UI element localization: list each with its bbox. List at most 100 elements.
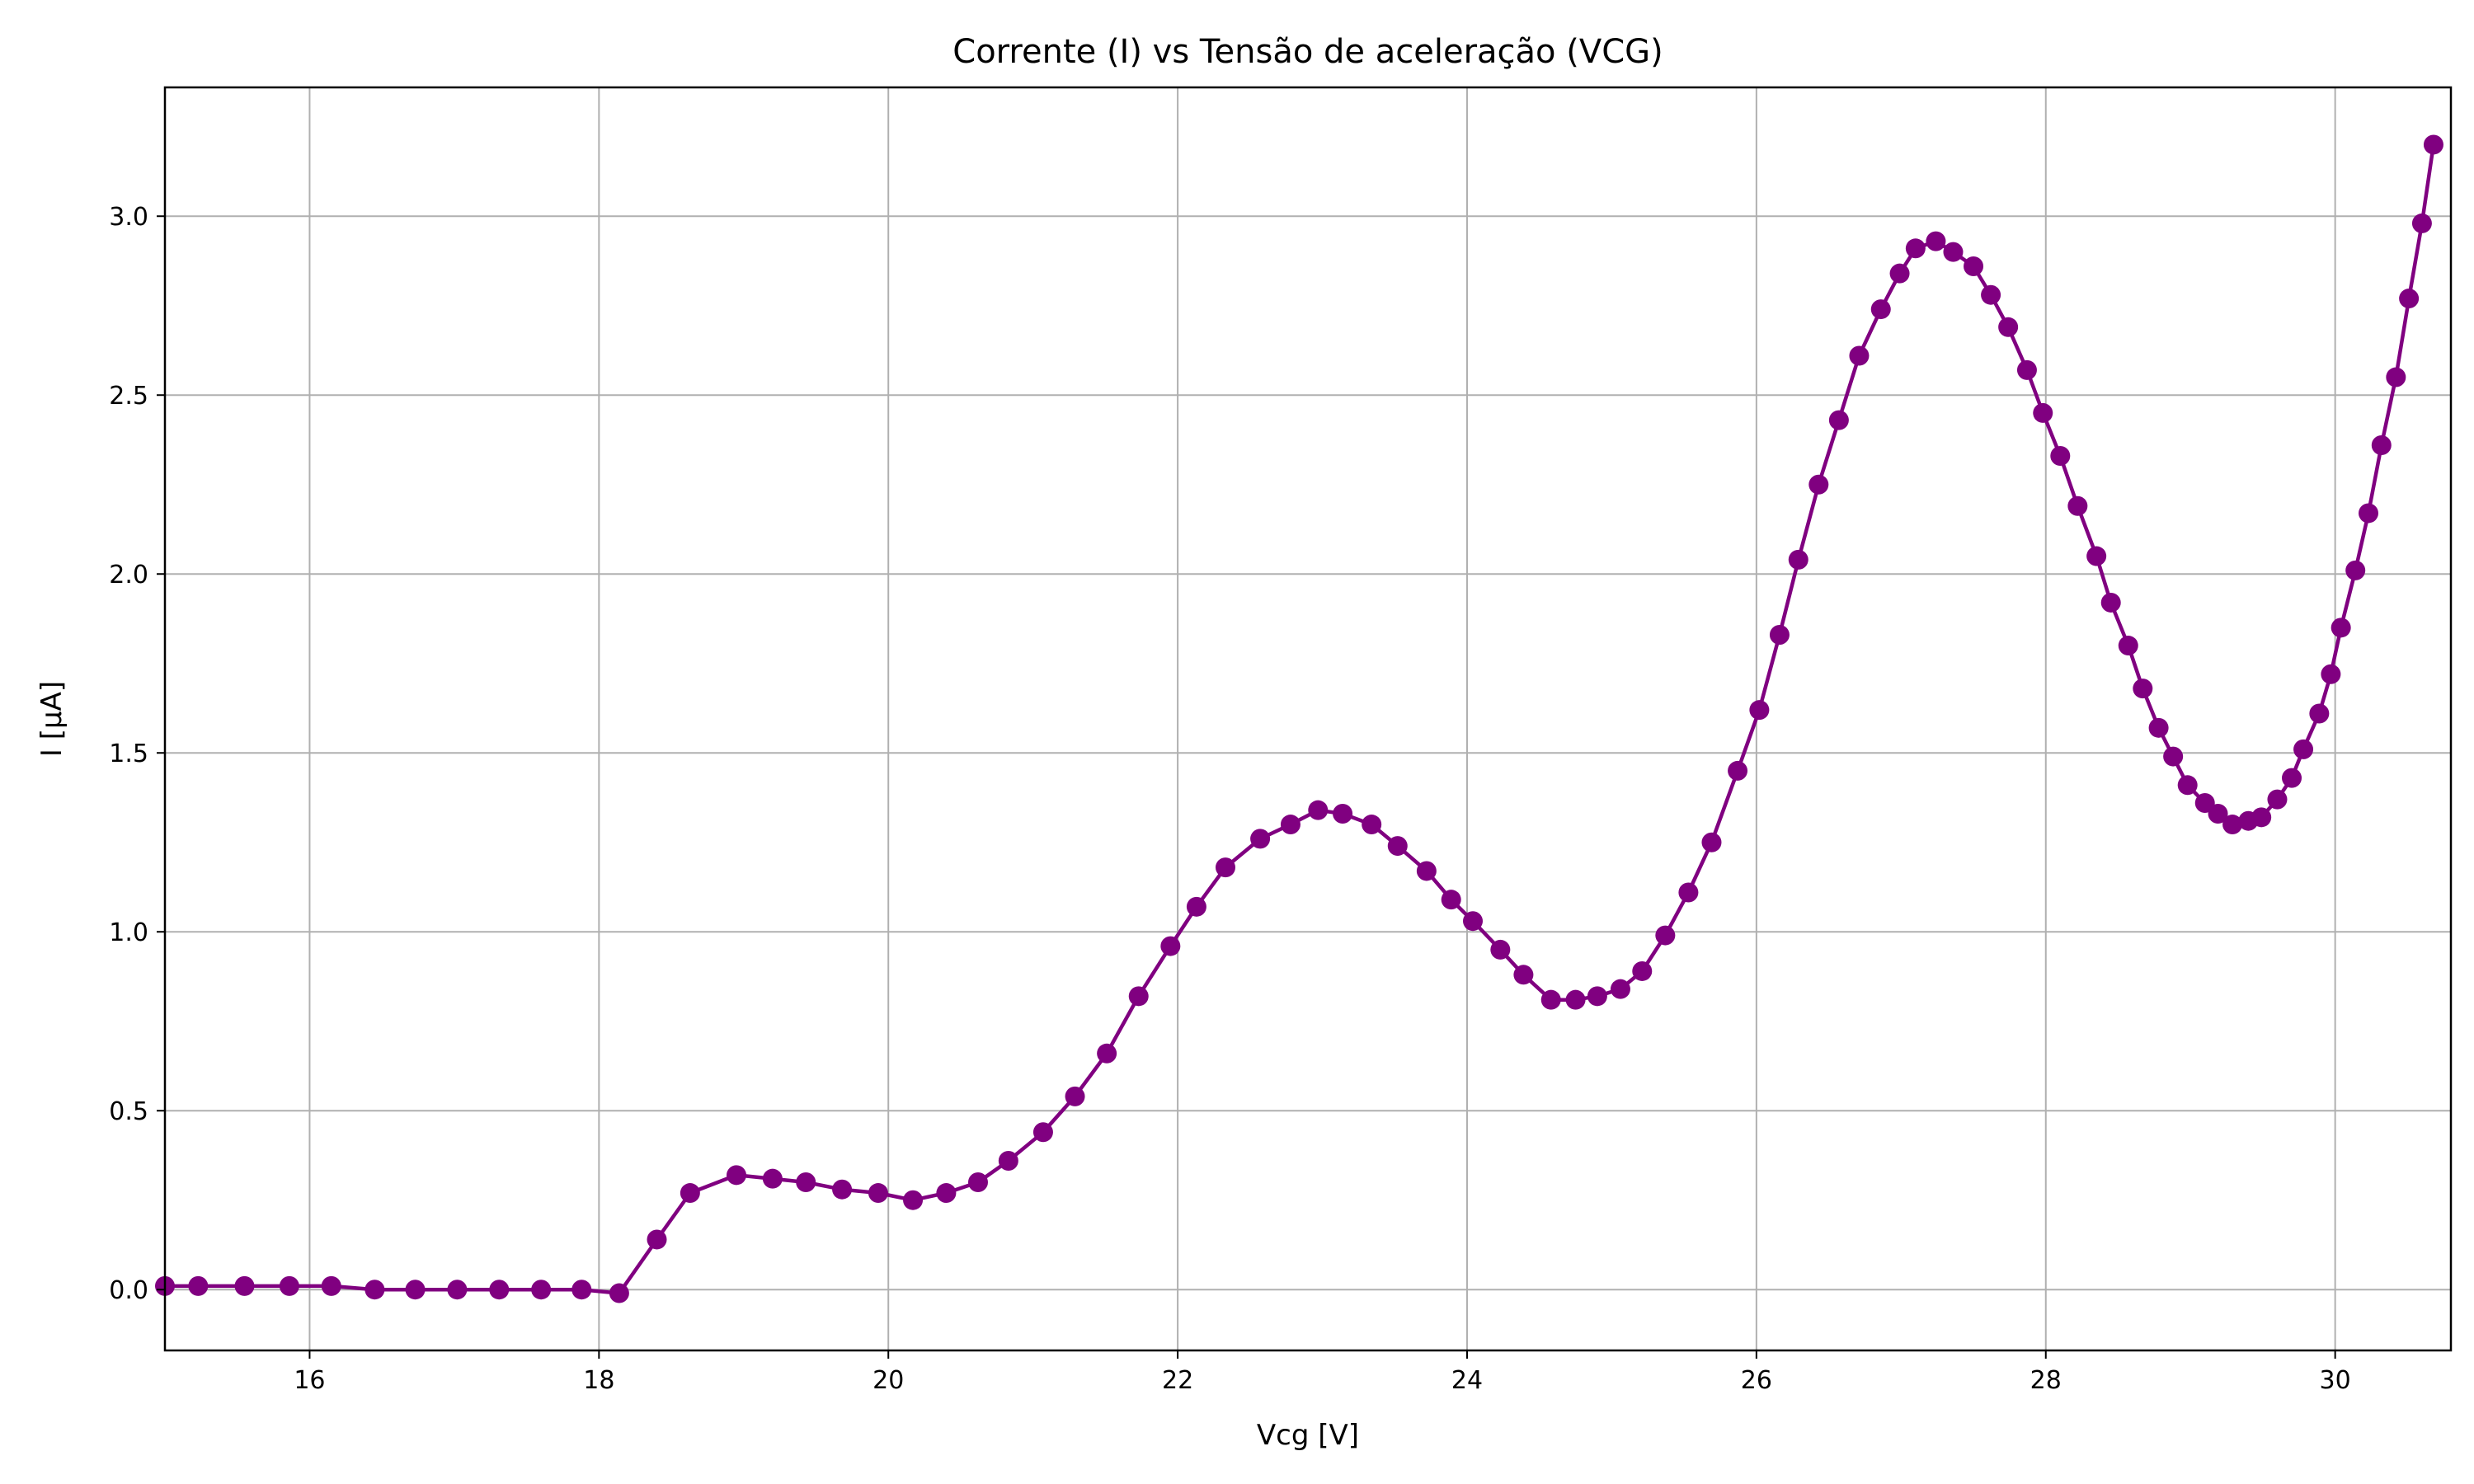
data-point xyxy=(1065,1086,1085,1106)
data-point xyxy=(2208,804,2228,824)
data-point xyxy=(2399,289,2420,309)
data-point xyxy=(2016,359,2037,380)
data-point xyxy=(1308,800,1329,820)
data-point xyxy=(2222,815,2243,835)
data-point xyxy=(1678,882,1699,903)
data-point xyxy=(1849,345,1870,366)
series-layer xyxy=(155,134,2443,1303)
data-point xyxy=(1387,836,1408,857)
x-tick-label: 26 xyxy=(1741,1366,1772,1395)
data-point xyxy=(405,1280,426,1300)
data-point xyxy=(365,1280,385,1300)
data-point xyxy=(868,1183,888,1204)
y-tick-label: 1.0 xyxy=(109,918,148,947)
data-point xyxy=(2177,775,2198,796)
data-point xyxy=(1463,911,1484,932)
data-point xyxy=(2309,703,2330,724)
x-axis: 16 18 20 22 24 26 28 30 xyxy=(294,1350,2351,1395)
x-tick-label: 24 xyxy=(1451,1366,1483,1395)
data-point xyxy=(1215,857,1235,878)
chart-title: Corrente (I) vs Tensão de aceleração (VC… xyxy=(952,33,1663,71)
x-axis-label: Vcg [V] xyxy=(1257,1419,1359,1452)
data-point xyxy=(1513,965,1534,985)
data-point xyxy=(1701,832,1722,852)
data-point xyxy=(2133,679,2153,699)
data-point xyxy=(609,1283,629,1303)
data-point xyxy=(1490,939,1511,960)
y-tick-label: 0.5 xyxy=(109,1097,148,1126)
data-point xyxy=(2423,134,2443,155)
data-point xyxy=(489,1280,510,1300)
data-point xyxy=(727,1165,746,1186)
data-point xyxy=(2321,664,2341,684)
data-point xyxy=(1362,815,1382,835)
data-point xyxy=(2033,402,2053,423)
data-point xyxy=(2100,592,2121,613)
data-point xyxy=(1540,989,1561,1010)
data-point xyxy=(647,1229,667,1250)
data-point xyxy=(234,1275,255,1296)
data-point xyxy=(1728,760,1748,781)
data-point xyxy=(1964,256,1984,276)
y-tick-label: 1.5 xyxy=(109,740,148,768)
data-point xyxy=(2050,446,2071,467)
data-point xyxy=(2251,807,2272,828)
data-point xyxy=(1655,925,1676,946)
data-point xyxy=(1828,410,1849,430)
data-point xyxy=(571,1280,592,1300)
data-point xyxy=(1587,986,1607,1007)
x-tick-label: 16 xyxy=(294,1366,325,1395)
data-point xyxy=(2293,739,2314,759)
data-point xyxy=(1416,861,1437,881)
y-axis-label: I [µA] xyxy=(35,681,68,757)
data-point xyxy=(1032,1122,1053,1143)
y-axis: 0.0 0.5 1.0 1.5 2.0 2.5 3.0 xyxy=(109,203,165,1305)
data-point xyxy=(1943,242,1964,262)
data-point xyxy=(903,1190,924,1210)
data-point xyxy=(680,1183,700,1204)
data-point xyxy=(2086,546,2107,566)
data-point xyxy=(967,1172,988,1193)
data-point xyxy=(2411,213,2432,233)
data-point xyxy=(936,1183,957,1204)
data-point xyxy=(1097,1043,1117,1064)
data-point xyxy=(279,1275,299,1296)
data-point xyxy=(2163,746,2184,767)
data-point xyxy=(1160,936,1181,956)
data-point xyxy=(447,1280,468,1300)
data-point xyxy=(1610,979,1630,999)
data-point xyxy=(2067,495,2088,516)
x-tick-label: 20 xyxy=(872,1366,904,1395)
data-point xyxy=(1870,299,1891,320)
data-point xyxy=(796,1172,816,1193)
data-point xyxy=(2331,618,2351,638)
x-tick-label: 30 xyxy=(2320,1366,2351,1395)
data-point xyxy=(1998,317,2019,337)
data-point xyxy=(762,1168,783,1189)
y-tick-label: 3.0 xyxy=(109,203,148,232)
data-point xyxy=(1250,829,1271,849)
data-point xyxy=(1905,238,1926,259)
data-point xyxy=(188,1275,209,1296)
data-point xyxy=(1565,989,1586,1010)
data-point xyxy=(2118,636,2138,656)
x-tick-label: 18 xyxy=(583,1366,614,1395)
y-tick-label: 2.0 xyxy=(109,561,148,589)
data-point xyxy=(2148,717,2169,738)
x-tick-label: 22 xyxy=(1162,1366,1193,1395)
data-point xyxy=(2345,560,2366,580)
data-point xyxy=(832,1179,853,1200)
y-tick-label: 0.0 xyxy=(109,1276,148,1305)
data-point xyxy=(1889,263,1910,284)
data-point xyxy=(1981,284,2001,305)
data-point xyxy=(1128,986,1149,1007)
data-point xyxy=(1749,700,1770,721)
plot-frame xyxy=(163,86,2453,1352)
data-point xyxy=(1769,625,1790,646)
data-point xyxy=(1280,815,1300,835)
data-point xyxy=(2282,768,2302,788)
data-point xyxy=(2371,434,2392,455)
x-tick-label: 28 xyxy=(2030,1366,2062,1395)
